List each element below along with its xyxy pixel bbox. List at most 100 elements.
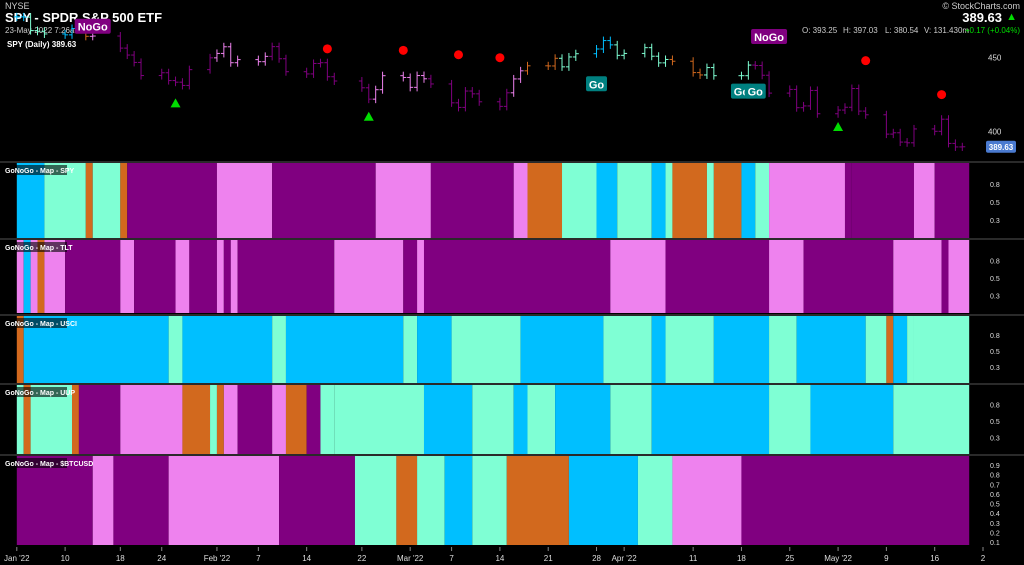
heatmap-band	[417, 316, 452, 383]
price-bar	[807, 86, 814, 110]
price-bar	[841, 103, 848, 115]
go-trend-triangle	[833, 122, 844, 132]
heatmap-band	[865, 316, 887, 383]
heatmap-band	[216, 385, 224, 454]
price-bar	[372, 85, 379, 104]
price-bar	[165, 68, 172, 85]
heatmap-band	[134, 240, 176, 313]
price-bar	[524, 61, 531, 75]
price-bar	[331, 72, 338, 86]
panel-y-tick: 0.5	[990, 502, 1000, 509]
heatmap-band	[637, 456, 673, 545]
price-y-tick: 450	[988, 54, 1002, 63]
heatmap-band	[555, 385, 611, 454]
up-triangle-icon: ▲	[1006, 11, 1017, 23]
price-bar	[496, 97, 503, 111]
x-tick-label: May '22	[824, 554, 852, 563]
heatmap-band	[665, 240, 770, 313]
price-bar	[276, 42, 283, 63]
heatmap-band	[886, 316, 894, 383]
heatmap-band	[189, 240, 217, 313]
heatmap-band	[610, 240, 666, 313]
x-tick-label: 14	[495, 554, 504, 563]
heatmap-band	[423, 385, 473, 454]
price-bar	[786, 85, 793, 98]
heatmap-band	[610, 385, 652, 454]
panel-y-tick: 0.9	[990, 463, 1000, 470]
heatmap-band	[237, 385, 273, 454]
price-bar	[510, 74, 517, 97]
price-bar	[600, 36, 607, 53]
x-tick-label: 18	[737, 554, 746, 563]
heatmap-band	[796, 316, 866, 383]
price-bar	[641, 43, 648, 58]
price-bar	[793, 85, 800, 112]
change-value: +0.17 (+0.04%)	[964, 26, 1020, 35]
price-bar	[158, 68, 165, 80]
price-bar	[738, 71, 745, 80]
heatmap-band	[285, 316, 404, 383]
price-bar	[213, 49, 220, 62]
heatmap-band	[651, 316, 666, 383]
trend-annotation: Go	[586, 76, 608, 92]
heatmap-band	[354, 456, 397, 545]
x-tick-label: 7	[256, 554, 261, 563]
heatmap-band	[237, 240, 335, 313]
price-bar	[959, 142, 966, 151]
price-bar	[282, 54, 289, 76]
heatmap-band	[769, 385, 811, 454]
price-bar	[220, 42, 227, 58]
nogo-trend-dot	[322, 44, 332, 54]
heatmap-band	[472, 385, 514, 454]
go-trend-triangle	[363, 111, 374, 121]
low-value: L: 380.54	[885, 26, 919, 35]
panel-title: GoNoGo - Map - UUP	[5, 390, 75, 397]
heatmap-band	[665, 163, 673, 238]
heatmap-band	[506, 456, 569, 545]
price-bar	[593, 44, 600, 58]
price-bar	[207, 53, 214, 74]
heatmap-band	[396, 456, 418, 545]
price-bar	[20, 12, 27, 22]
heatmap-band	[168, 316, 183, 383]
chart-title: SPY - SPDR S&P 500 ETF	[5, 10, 163, 25]
price-bar	[766, 71, 773, 98]
price-bar	[572, 49, 579, 61]
price-y-tick: 400	[988, 127, 1002, 136]
price-bar	[379, 71, 386, 94]
trend-annotation-label: NoGo	[754, 32, 784, 44]
panel-title: GoNoGo - Map - TLT	[5, 245, 73, 252]
panel-title: GoNoGo - Map - USCI	[5, 321, 77, 328]
price-bar	[848, 84, 855, 112]
price-bar	[759, 61, 766, 80]
price-bar	[648, 43, 655, 61]
price-bar	[469, 87, 476, 98]
heatmap-band	[120, 240, 135, 313]
heatmap-band	[16, 316, 24, 383]
panel-y-tick: 0.3	[990, 365, 1000, 372]
x-tick-label: 16	[930, 554, 939, 563]
price-bar	[752, 61, 759, 70]
heatmap-band	[16, 456, 93, 545]
heatmap-band	[617, 163, 652, 238]
price-panel: SPY (Daily) 389.63400450NoGoGoGoGoNoGo38…	[7, 12, 1016, 153]
heatmap-band	[44, 163, 86, 238]
heatmap-band	[596, 163, 618, 238]
heatmap-band	[279, 456, 355, 545]
heatmap-band	[513, 163, 528, 238]
panel-title-bg	[3, 165, 67, 175]
trend-annotation-label: Go	[589, 79, 605, 91]
heatmap-band	[216, 240, 224, 313]
price-bar	[303, 67, 310, 78]
heatmap-band	[562, 163, 597, 238]
price-panel-title: SPY (Daily) 389.63	[7, 40, 77, 49]
x-tick-label: 7	[449, 554, 454, 563]
price-bar	[262, 52, 269, 66]
gonogo-map-panel: GoNoGo - Map - $BTCUSD 0.9 0.8 0.7 0.6 0.5 0.4…	[0, 454, 1024, 547]
heatmap-band	[168, 456, 280, 545]
heatmap-band	[713, 163, 742, 238]
heatmap-band	[713, 316, 770, 383]
trend-annotation: NoGo	[751, 29, 788, 45]
price-bar	[607, 36, 614, 49]
x-tick-label: 10	[61, 554, 70, 563]
